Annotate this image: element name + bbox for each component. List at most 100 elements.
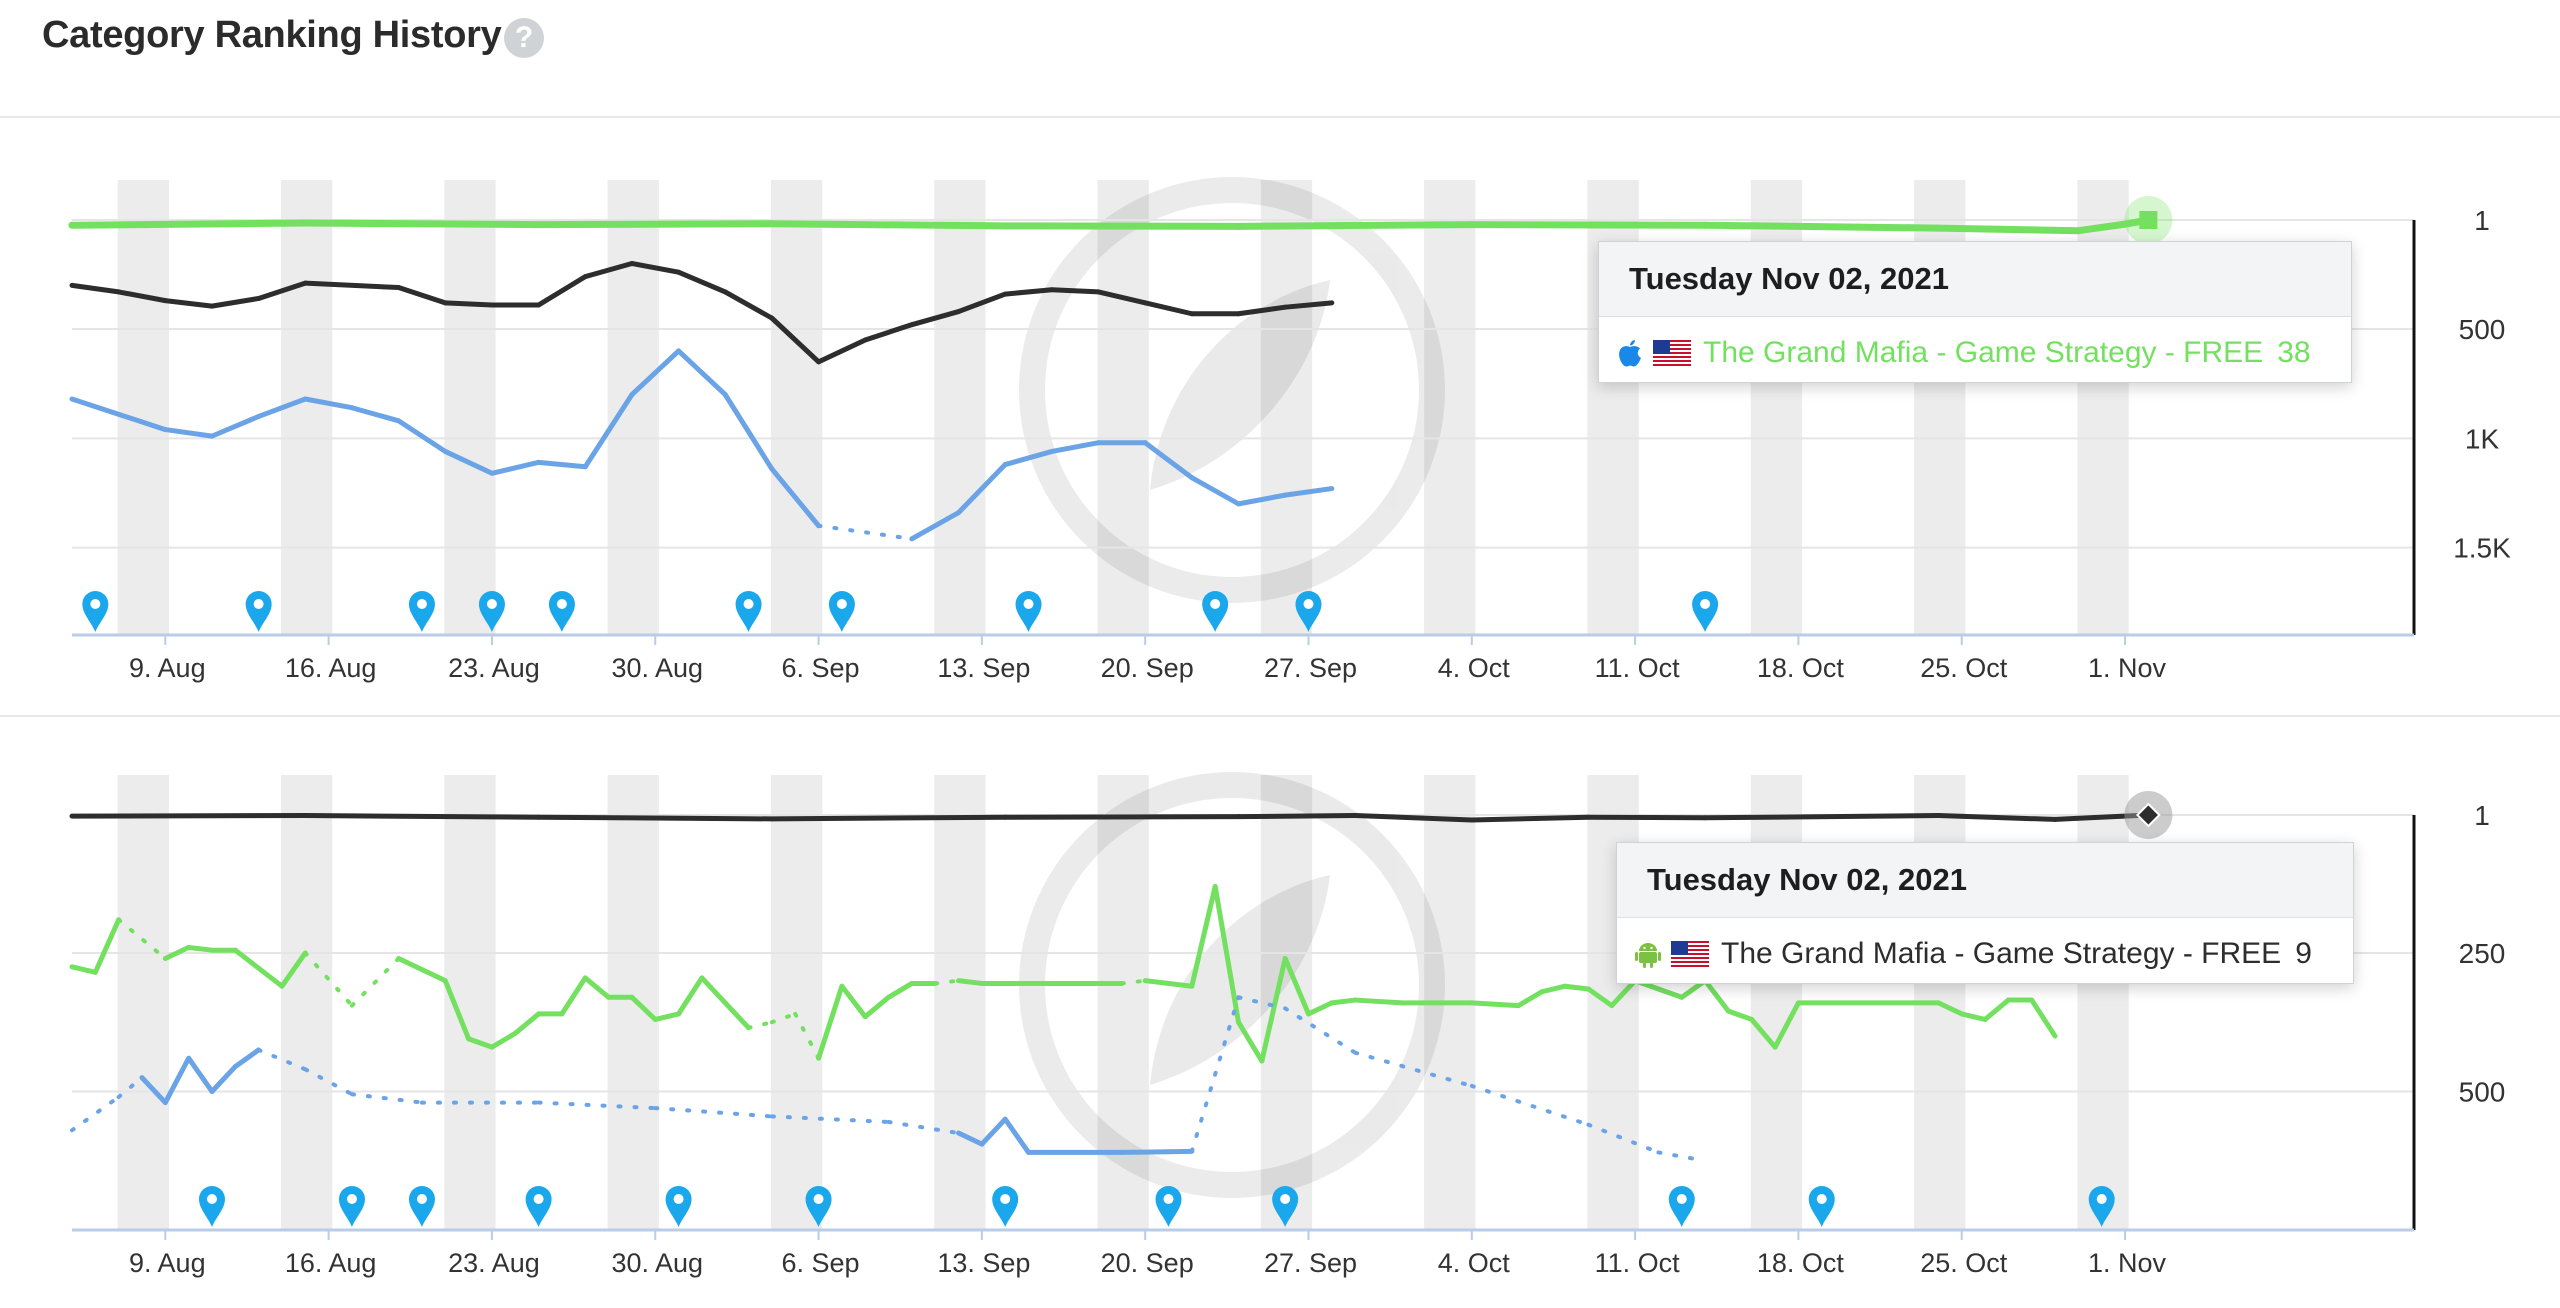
event-marker-pin-icon[interactable] [1272, 1186, 1299, 1227]
event-marker-pin-icon[interactable] [478, 591, 505, 632]
x-tick-label: 6. Sep [782, 1248, 860, 1278]
event-marker-pin-icon[interactable] [665, 1186, 692, 1227]
pin-shape [805, 1186, 832, 1227]
series-green-segment [69, 964, 98, 975]
event-marker-pin-icon[interactable] [82, 591, 109, 632]
series-blue-segment [1586, 1122, 1661, 1155]
series-green-segment [512, 1011, 542, 1036]
x-tick-label: 6. Sep [782, 653, 860, 683]
series-green-segment [232, 947, 285, 989]
series-green-segment [582, 975, 612, 1000]
event-marker-pin-icon[interactable] [1015, 591, 1042, 632]
series-green-segment [1562, 983, 1591, 992]
series-green-segment [1935, 1000, 1965, 1017]
series-black-segment [582, 260, 635, 280]
pin-shape [198, 1186, 225, 1227]
series-blue-segment [536, 1100, 658, 1111]
x-tick-label: 25. Oct [1920, 653, 2008, 683]
weekend-band [770, 180, 823, 635]
tooltip-rank: 9 [2295, 937, 2312, 970]
series-green-segment [1142, 978, 1172, 986]
x-tick-label: 23. Aug [448, 1248, 540, 1278]
pin-dot [1000, 1194, 1011, 1204]
pin-dot [1303, 599, 1314, 609]
x-tick-label: 13. Sep [937, 1248, 1030, 1278]
pin-shape [1295, 591, 1322, 632]
series-black-segment [1096, 289, 1148, 306]
series-blue-segment [1002, 1116, 1032, 1155]
x-tick-label: 30. Aug [611, 653, 703, 683]
series-green-segment [116, 917, 168, 961]
series-green-segment [1655, 986, 1685, 1000]
series-black-segment [442, 300, 495, 308]
series-blue-segment [1119, 1148, 1195, 1155]
weekend-band [934, 775, 986, 1230]
pin-dot [813, 1194, 824, 1204]
event-marker-pin-icon[interactable] [338, 1186, 365, 1227]
apple-icon [1619, 340, 1641, 367]
event-marker-pin-icon[interactable] [1202, 591, 1229, 632]
event-marker-pin-icon[interactable] [525, 1186, 552, 1227]
pin-dot [556, 599, 567, 609]
event-marker-pin-icon[interactable] [408, 1186, 435, 1227]
series-green-segment [1749, 1016, 1778, 1050]
end-point-marker [2135, 802, 2161, 828]
series-green-segment [489, 1030, 518, 1050]
series-green-segment [186, 944, 215, 953]
event-marker-pin-icon[interactable] [408, 591, 435, 632]
series-green-segment [1305, 1000, 1335, 1017]
series-green-segment [933, 978, 961, 986]
panel-divider [0, 715, 2560, 717]
weekend-band [607, 180, 659, 635]
weekend-band [770, 775, 823, 1230]
event-marker-pin-icon[interactable] [1155, 1186, 1182, 1227]
pin-shape [82, 591, 109, 632]
series-black-segment [536, 274, 588, 308]
series-green-segment [1352, 997, 1405, 1006]
series-blue-segment [769, 1114, 891, 1124]
x-tick-label: 11. Oct [1595, 653, 1681, 683]
weekend-band [607, 775, 659, 1230]
help-icon[interactable]: ? [504, 18, 544, 58]
series-blue-segment [116, 1075, 144, 1100]
event-marker-pin-icon[interactable] [735, 591, 762, 632]
end-point-marker [2139, 211, 2158, 229]
series-black-segment [1236, 304, 1288, 317]
series-black-segment [956, 291, 1008, 315]
series-blue-segment [162, 427, 215, 439]
event-marker-pin-icon[interactable] [1808, 1186, 1835, 1227]
series-black-segment [1049, 287, 1102, 295]
series-green-segment [1772, 1000, 1801, 1050]
series-black-segment [1585, 814, 1708, 821]
event-marker-pin-icon[interactable] [805, 1186, 832, 1227]
tooltip-app-name: The Grand Mafia - Game Strategy - FREE [1721, 937, 2282, 970]
x-tick-label: 13. Sep [937, 653, 1030, 683]
series-green-segment [68, 219, 309, 229]
event-marker-pin-icon[interactable] [2088, 1186, 2115, 1227]
event-marker-pin-icon[interactable] [1295, 591, 1322, 632]
series-blue-segment [653, 1106, 774, 1119]
series-green-segment [1702, 978, 1731, 1014]
x-tick-label: 20. Sep [1101, 653, 1194, 683]
series-green-segment [956, 978, 985, 986]
y-tick-label: 500 [2459, 314, 2506, 345]
event-marker-pin-icon[interactable] [548, 591, 575, 632]
event-marker-pin-icon[interactable] [245, 591, 272, 632]
series-green-segment [466, 1036, 495, 1050]
android-ranking-chart[interactable]: 1 250 500 9. Aug 16. Aug 23. Aug 30. Aug 6. Sep… [0, 755, 2560, 1295]
event-marker-pin-icon[interactable] [1692, 591, 1719, 632]
pin-dot [836, 599, 847, 609]
event-marker-pin-icon[interactable] [1668, 1186, 1695, 1227]
series-green-segment [1166, 980, 1195, 989]
weekend-band [1097, 180, 1149, 635]
pin-shape [1272, 1186, 1299, 1227]
series-black-segment [1236, 813, 1358, 820]
event-marker-pin-icon[interactable] [992, 1186, 1019, 1227]
ios-ranking-chart[interactable]: 1 500 1K 1.5K 9. Aug 16. Aug 23. Aug 30. Aug 6. … [0, 160, 2560, 700]
series-black-segment [302, 280, 402, 291]
event-marker-pin-icon[interactable] [198, 1186, 225, 1227]
series-black-segment [1282, 300, 1335, 310]
event-marker-pin-icon[interactable] [828, 591, 855, 632]
series-green-segment [886, 980, 915, 1000]
y-tick-label: 1 [2474, 800, 2490, 831]
